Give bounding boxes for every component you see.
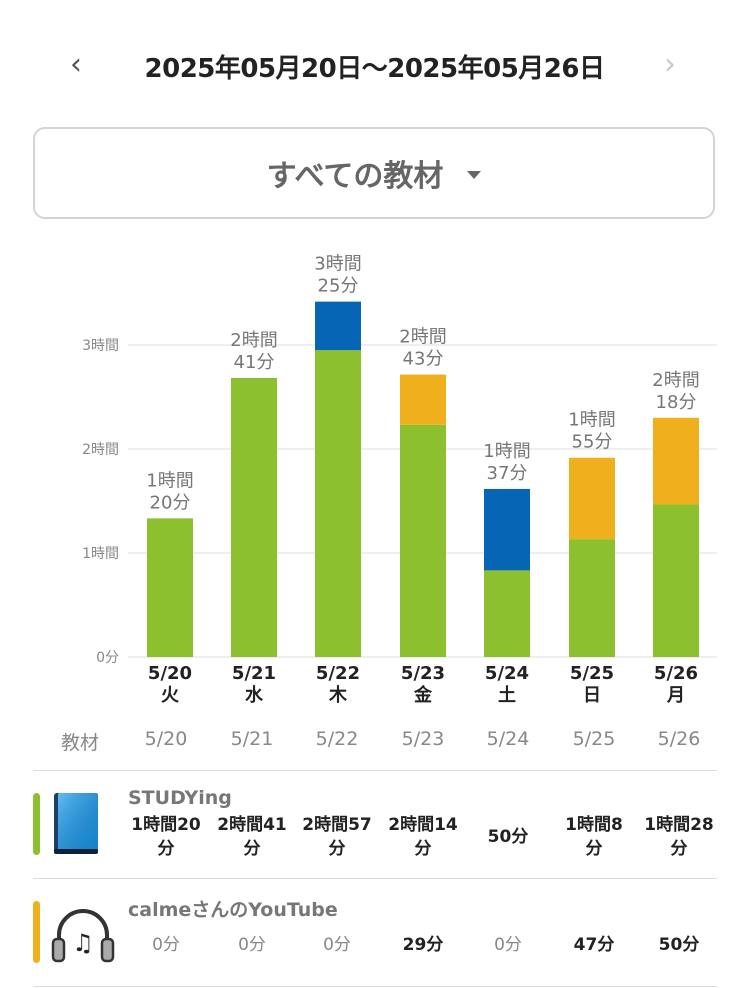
time-cell: 50分 — [487, 827, 529, 847]
bar-total-label: 55分 — [572, 432, 613, 453]
time-cell: 50分 — [658, 935, 700, 955]
bar-total-label: 1時間 — [568, 410, 615, 431]
bar-segment — [400, 374, 446, 425]
y-tick-label: 2時間 — [82, 442, 119, 458]
x-tick-date: 5/23 — [401, 663, 445, 684]
divider — [33, 770, 717, 771]
headphones-music-icon: ♫ — [50, 905, 116, 969]
study-time-bar-chart: 0分1時間2時間3時間1時間20分5/20火2時間41分5/21水3時間25分5… — [82, 254, 717, 706]
bar-total-label: 2時間 — [230, 330, 277, 351]
table-header-date: 5/21 — [230, 728, 274, 750]
chevron-right-icon[interactable]: › — [664, 47, 676, 82]
bar-segment — [653, 504, 699, 657]
time-cell: 1時間28 分 — [644, 815, 714, 859]
bar-total-label: 20分 — [150, 492, 191, 513]
table-header-date: 5/23 — [401, 728, 445, 750]
caret-down-icon — [467, 171, 482, 179]
time-cell: 47分 — [573, 935, 615, 955]
time-cell: 1時間20 分 — [131, 815, 201, 859]
bar-total-label: 43分 — [403, 349, 444, 370]
bar-total-label: 1時間 — [483, 441, 530, 462]
divider — [33, 986, 717, 987]
time-cell: 2時間41 分 — [217, 815, 287, 859]
bar-segment — [484, 570, 530, 657]
time-cell: 0分 — [152, 935, 180, 955]
x-tick-date: 5/21 — [232, 663, 276, 684]
table-header-material: 教材 — [60, 732, 99, 754]
time-cell: 0分 — [494, 935, 522, 955]
table-header-date: 5/26 — [657, 728, 701, 750]
x-tick-date: 5/26 — [654, 663, 698, 684]
bar-segment — [315, 350, 361, 657]
material-color-indicator — [33, 901, 40, 963]
bar-segment — [484, 488, 530, 571]
y-tick-label: 3時間 — [82, 338, 119, 354]
bar-total-label: 18分 — [656, 392, 697, 413]
blue-book-icon — [50, 791, 102, 861]
table-header-date: 5/24 — [486, 728, 530, 750]
date-navigation: ‹ 2025年05月20日〜2025年05月26日 › — [0, 40, 749, 90]
time-cell: 2時間14 分 — [388, 815, 458, 859]
material-color-indicator — [33, 793, 40, 855]
x-tick-weekday: 木 — [328, 684, 348, 706]
table-header-date: 5/22 — [315, 728, 359, 750]
bar-segment — [231, 377, 277, 657]
bar-segment — [569, 539, 615, 657]
bar-total-label: 2時間 — [652, 370, 699, 391]
material-name: STUDYing — [128, 787, 232, 809]
material-filter-label: すべての教材 — [266, 159, 444, 194]
x-tick-weekday: 金 — [413, 684, 433, 706]
x-tick-weekday: 月 — [666, 685, 685, 706]
date-range-title: 2025年05月20日〜2025年05月26日 — [144, 54, 605, 84]
material-row[interactable]: STUDYing 1時間20 分 2時間41 分 2時間57 分 2時間14 分 50分 1時間8 分… — [0, 771, 749, 879]
x-tick-weekday: 火 — [161, 685, 180, 706]
x-tick-date: 5/25 — [570, 663, 614, 684]
bar-segment — [400, 424, 446, 657]
x-tick-weekday: 水 — [245, 684, 264, 706]
time-cell: 29分 — [402, 935, 444, 955]
bar-total-label: 37分 — [487, 463, 528, 484]
time-cell: 0分 — [238, 935, 266, 955]
y-tick-label: 1時間 — [82, 546, 119, 562]
bar-total-label: 41分 — [234, 352, 275, 373]
bar-total-label: 1時間 — [146, 470, 193, 491]
table-header: 教材 5/20 5/21 5/22 5/23 5/24 5/25 5/26 — [0, 728, 749, 764]
x-tick-date: 5/20 — [148, 663, 192, 684]
chevron-left-icon[interactable]: ‹ — [70, 47, 82, 82]
divider — [33, 878, 717, 879]
bar-segment — [315, 301, 361, 351]
svg-text:♫: ♫ — [72, 929, 94, 957]
time-cell: 0分 — [323, 935, 351, 955]
time-cell: 1時間8 分 — [565, 815, 623, 859]
material-filter-dropdown[interactable]: すべての教材 — [33, 127, 715, 219]
material-row[interactable]: ♫ calmeさんのYouTube 0分 0分 0分 29分 0分 47分 50分 — [0, 879, 749, 987]
table-header-date: 5/20 — [144, 728, 188, 750]
x-tick-weekday: 日 — [583, 685, 601, 706]
x-tick-weekday: 土 — [498, 685, 516, 706]
table-header-date: 5/25 — [572, 728, 616, 750]
y-tick-label: 0分 — [96, 650, 119, 666]
bar-total-label: 2時間 — [399, 327, 446, 348]
x-tick-date: 5/22 — [316, 663, 360, 684]
material-name: calmeさんのYouTube — [128, 899, 338, 921]
bar-segment — [653, 417, 699, 505]
time-cell: 2時間57 分 — [302, 815, 372, 859]
bar-segment — [147, 518, 193, 657]
x-tick-date: 5/24 — [485, 663, 529, 684]
bar-total-label: 25分 — [318, 276, 359, 297]
bar-segment — [569, 457, 615, 540]
bar-total-label: 3時間 — [314, 254, 361, 275]
